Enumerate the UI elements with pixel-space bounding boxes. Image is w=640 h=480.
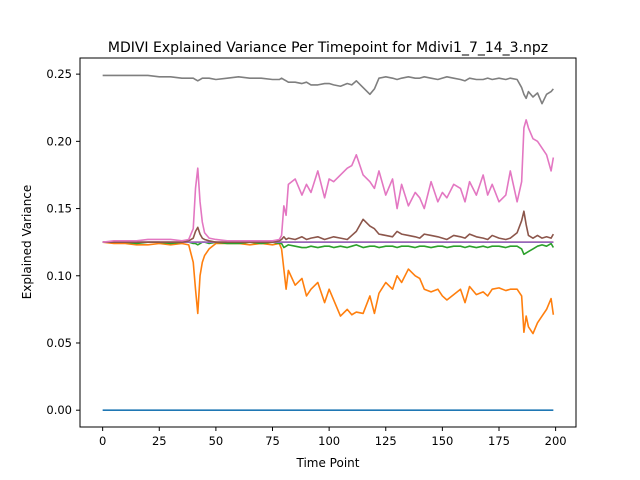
plot-frame xyxy=(79,57,577,428)
x-tick-label: 175 xyxy=(488,434,510,448)
x-tick-label: 0 xyxy=(99,434,106,448)
chart-title: MDIVI Explained Variance Per Timepoint f… xyxy=(108,40,548,56)
x-tick-label: 25 xyxy=(152,434,167,448)
y-tick-label: 0.10 xyxy=(46,269,72,283)
x-tick-label: 50 xyxy=(209,434,224,448)
y-axis: 0.00 0.05 0.10 0.15 0.20 0.25 xyxy=(46,67,80,417)
y-tick-label: 0.20 xyxy=(46,134,72,148)
x-axis-label: Time Point xyxy=(296,456,360,470)
x-axis: 0 25 50 75 100 125 150 175 200 xyxy=(99,427,567,448)
series-line-7 xyxy=(102,119,555,243)
x-tick-label: 200 xyxy=(545,434,567,448)
y-tick-label: 0.15 xyxy=(46,202,72,216)
y-tick-label: 0.05 xyxy=(46,336,72,350)
x-tick-label: 125 xyxy=(375,434,397,448)
x-tick-label: 100 xyxy=(318,434,340,448)
x-tick-label: 75 xyxy=(265,434,280,448)
x-tick-label: 150 xyxy=(431,434,453,448)
series-line-2 xyxy=(102,241,555,335)
series-line-8 xyxy=(102,74,554,105)
series-line-6 xyxy=(102,210,555,243)
y-tick-label: 0.00 xyxy=(46,403,72,417)
plot-lines xyxy=(102,74,555,412)
y-axis-label: Explained Variance xyxy=(20,185,34,300)
y-tick-label: 0.25 xyxy=(46,67,72,81)
